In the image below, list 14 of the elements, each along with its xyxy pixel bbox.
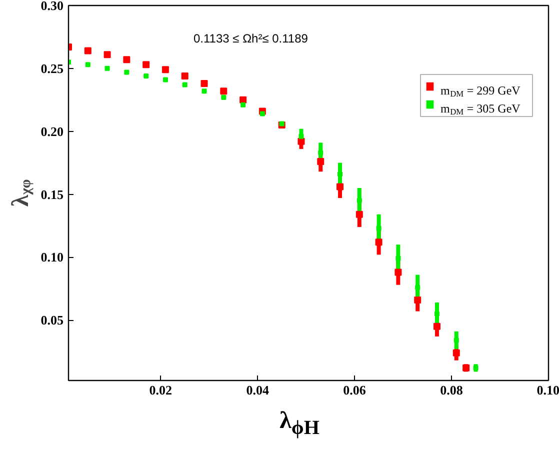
- x-tick-label: 0.10: [536, 382, 559, 398]
- y-axis-title: λᵪᵩ: [8, 178, 34, 207]
- annotation: 0.1133 ≤ Ωh²≤ 0.1189: [194, 32, 308, 46]
- y-tick-label: 0.15: [40, 186, 64, 202]
- y-tick-label: 0.25: [40, 60, 64, 76]
- y-tick-label: 0.05: [40, 312, 64, 328]
- x-axis-title: λ$_{ϕH}$: [280, 407, 320, 441]
- y-tick-label: 0.20: [40, 124, 64, 139]
- y-tick-label: 0.10: [40, 250, 64, 265]
- x-tick-label: 0.06: [343, 382, 366, 398]
- y-tick-label: 0.30: [40, 0, 64, 13]
- x-tick-label: 0.04: [246, 382, 270, 398]
- x-tick-label: 0.02: [149, 382, 172, 398]
- x-tick-label: 0.08: [440, 382, 464, 398]
